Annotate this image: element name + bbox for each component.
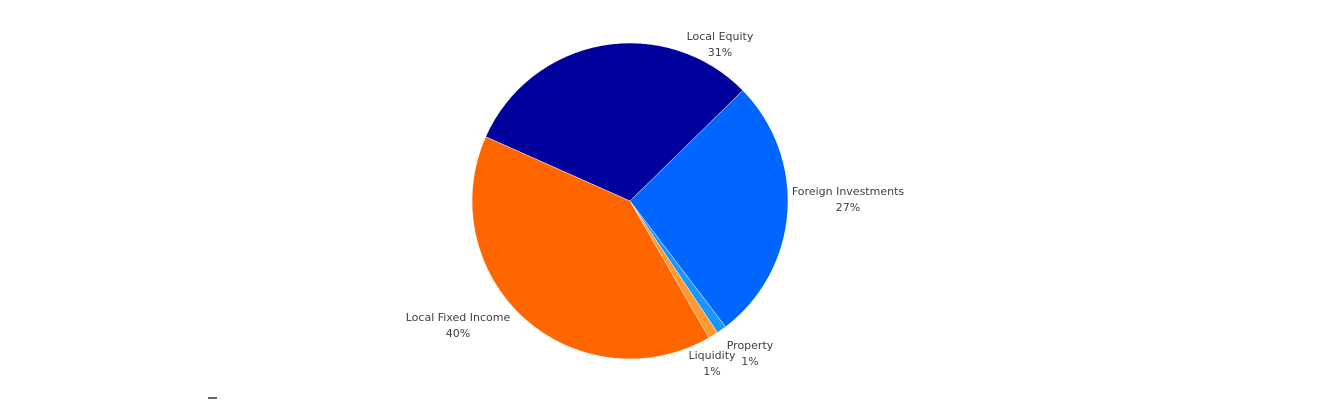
value-label: 1%	[703, 365, 720, 378]
slice-label: Local Equity	[687, 30, 754, 43]
pie	[471, 42, 789, 360]
value-label: 27%	[836, 201, 860, 214]
pie-slice	[471, 136, 710, 360]
slice-label: Liquidity	[688, 349, 736, 362]
value-label: 1%	[741, 355, 758, 368]
value-label: 31%	[708, 46, 732, 59]
slice-label: Property	[727, 339, 774, 352]
pie-slice	[629, 90, 789, 328]
labels: Local Equity 31% Foreign Investments 27% Pro…	[406, 30, 905, 378]
pie-slice	[485, 42, 744, 202]
value-label: 40%	[446, 327, 470, 340]
slice-label: Foreign Investments	[792, 185, 905, 198]
slice-label: Local Fixed Income	[406, 311, 511, 324]
